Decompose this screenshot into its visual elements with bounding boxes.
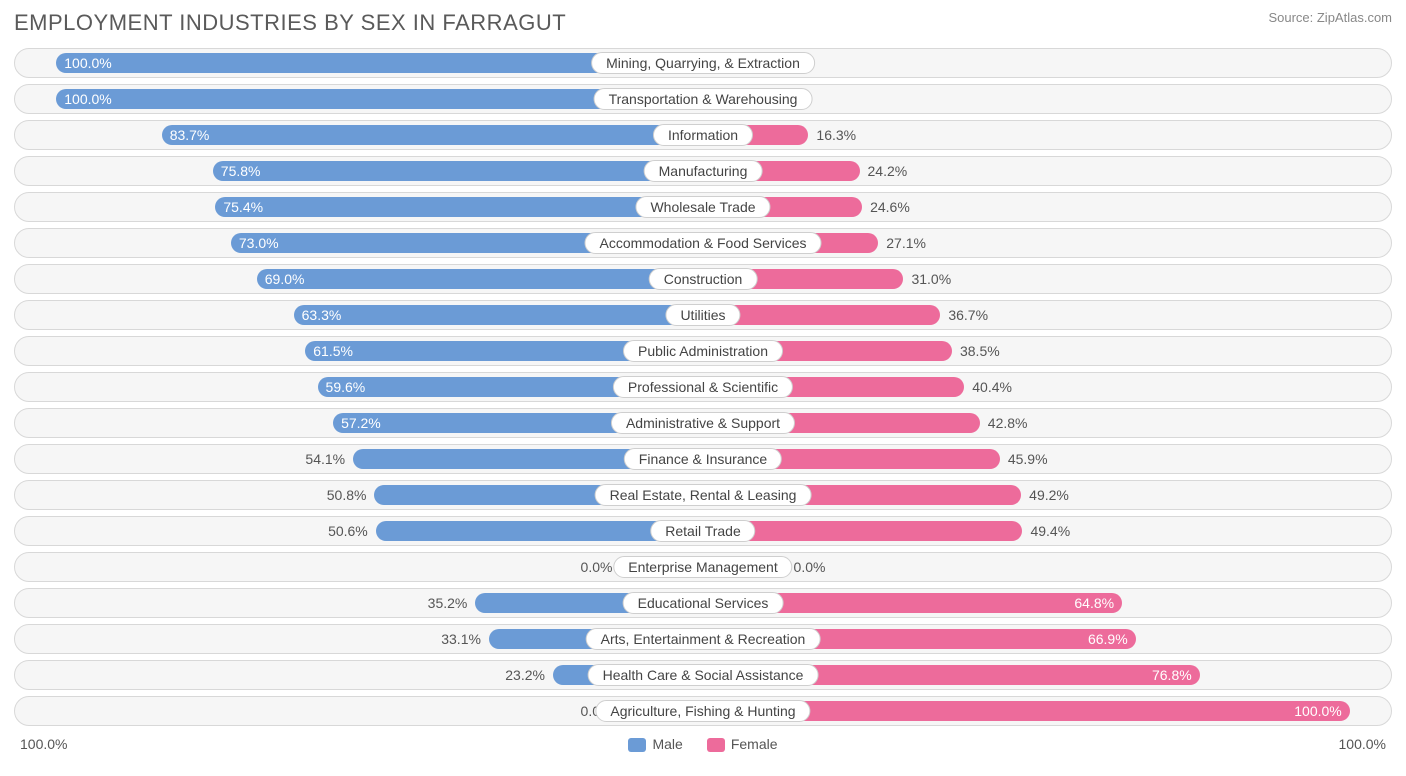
female-value-label: 16.3% [816, 127, 856, 143]
chart-row: 63.3% 36.7% Utilities [14, 300, 1392, 330]
male-value-label: 61.5% [313, 343, 353, 359]
category-pill: Professional & Scientific [613, 376, 793, 398]
female-value-label: 49.2% [1029, 487, 1069, 503]
male-value-label: 50.6% [328, 523, 368, 539]
chart-source: Source: ZipAtlas.com [1268, 10, 1392, 25]
male-bar [215, 197, 703, 217]
category-pill: Health Care & Social Assistance [588, 664, 819, 686]
male-value-label: 0.0% [581, 559, 613, 575]
chart-row: 50.6% 49.4% Retail Trade [14, 516, 1392, 546]
female-value-label: 66.9% [1088, 631, 1128, 647]
male-value-label: 50.8% [327, 487, 367, 503]
chart-row: 0.0% 0.0%Enterprise Management [14, 552, 1392, 582]
legend-male: Male [628, 736, 682, 752]
chart-row: 100.0%0.0%Transportation & Warehousing [14, 84, 1392, 114]
legend-female-label: Female [731, 736, 778, 752]
category-pill: Public Administration [623, 340, 783, 362]
female-value-label: 36.7% [948, 307, 988, 323]
male-value-label: 23.2% [505, 667, 545, 683]
category-pill: Transportation & Warehousing [594, 88, 813, 110]
male-value-label: 73.0% [239, 235, 279, 251]
male-value-label: 75.4% [223, 199, 263, 215]
female-value-label: 42.8% [988, 415, 1028, 431]
category-pill: Utilities [665, 304, 740, 326]
chart-header: EMPLOYMENT INDUSTRIES BY SEX IN FARRAGUT… [14, 10, 1392, 36]
category-pill: Enterprise Management [613, 556, 792, 578]
chart-row: 73.0% 27.1% Accommodation & Food Services [14, 228, 1392, 258]
female-value-label: 49.4% [1030, 523, 1070, 539]
category-pill: Administrative & Support [611, 412, 795, 434]
male-swatch-icon [628, 738, 646, 752]
category-pill: Educational Services [623, 592, 784, 614]
category-pill: Information [653, 124, 753, 146]
male-value-label: 100.0% [64, 91, 111, 107]
chart-row: 75.8% 24.2% Manufacturing [14, 156, 1392, 186]
legend: Male Female [628, 736, 777, 752]
female-value-label: 0.0% [794, 559, 826, 575]
chart-title: EMPLOYMENT INDUSTRIES BY SEX IN FARRAGUT [14, 10, 566, 36]
chart-row: 0.0%100.0%Agriculture, Fishing & Hunting [14, 696, 1392, 726]
female-value-label: 100.0% [1294, 703, 1341, 719]
chart-row: 61.5% 38.5% Public Administration [14, 336, 1392, 366]
male-value-label: 83.7% [170, 127, 210, 143]
female-value-label: 40.4% [972, 379, 1012, 395]
axis-right-label: 100.0% [1339, 736, 1386, 752]
chart-row: 100.0%0.0%Mining, Quarrying, & Extractio… [14, 48, 1392, 78]
male-value-label: 63.3% [302, 307, 342, 323]
male-bar [162, 125, 703, 145]
chart-row: 59.6% 40.4% Professional & Scientific [14, 372, 1392, 402]
male-value-label: 33.1% [441, 631, 481, 647]
category-pill: Wholesale Trade [635, 196, 770, 218]
male-value-label: 100.0% [64, 55, 111, 71]
category-pill: Manufacturing [644, 160, 763, 182]
category-pill: Real Estate, Rental & Leasing [595, 484, 812, 506]
chart-row: 54.1% 45.9% Finance & Insurance [14, 444, 1392, 474]
axis-left-label: 100.0% [20, 736, 67, 752]
category-pill: Agriculture, Fishing & Hunting [595, 700, 810, 722]
category-pill: Arts, Entertainment & Recreation [586, 628, 821, 650]
axis-legend-row: 100.0% Male Female 100.0% [14, 732, 1392, 752]
male-bar [257, 269, 703, 289]
female-value-label: 24.2% [868, 163, 908, 179]
female-value-label: 31.0% [911, 271, 951, 287]
female-value-label: 38.5% [960, 343, 1000, 359]
male-value-label: 35.2% [428, 595, 468, 611]
male-value-label: 69.0% [265, 271, 305, 287]
diverging-bar-chart: 100.0% 0.0% Mining, Quarrying, & Extractio… [14, 48, 1392, 726]
female-value-label: 64.8% [1074, 595, 1114, 611]
chart-row: 50.8% 49.2% Real Estate, Rental & Leasing [14, 480, 1392, 510]
male-value-label: 57.2% [341, 415, 381, 431]
male-bar [294, 305, 703, 325]
chart-row: 83.7% 16.3% Information [14, 120, 1392, 150]
male-bar [213, 161, 703, 181]
chart-row: 57.2% 42.8% Administrative & Support [14, 408, 1392, 438]
category-pill: Construction [649, 268, 758, 290]
chart-row: 75.4% 24.6% Wholesale Trade [14, 192, 1392, 222]
male-value-label: 59.6% [326, 379, 366, 395]
female-value-label: 24.6% [870, 199, 910, 215]
legend-female: Female [707, 736, 778, 752]
female-value-label: 45.9% [1008, 451, 1048, 467]
female-value-label: 76.8% [1152, 667, 1192, 683]
legend-male-label: Male [652, 736, 682, 752]
chart-row: 69.0% 31.0% Construction [14, 264, 1392, 294]
category-pill: Accommodation & Food Services [585, 232, 822, 254]
chart-row: 33.1% 66.9% Arts, Entertainment & Recreati… [14, 624, 1392, 654]
chart-row: 23.2% 76.8% Health Care & Social Assistanc… [14, 660, 1392, 690]
male-value-label: 54.1% [305, 451, 345, 467]
category-pill: Retail Trade [650, 520, 755, 542]
female-value-label: 27.1% [886, 235, 926, 251]
category-pill: Mining, Quarrying, & Extraction [591, 52, 815, 74]
female-swatch-icon [707, 738, 725, 752]
male-value-label: 75.8% [221, 163, 261, 179]
category-pill: Finance & Insurance [624, 448, 782, 470]
chart-row: 35.2% 64.8% Educational Services [14, 588, 1392, 618]
